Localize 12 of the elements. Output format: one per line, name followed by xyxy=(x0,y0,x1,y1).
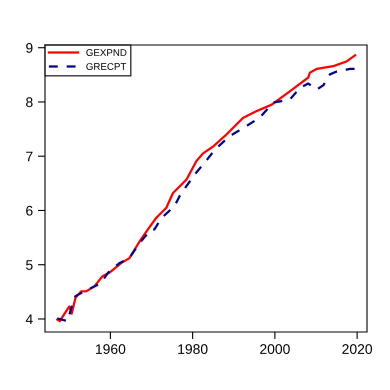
x-tick-label: 1960 xyxy=(96,344,126,354)
y-tick-label: 9 xyxy=(26,43,33,53)
y-tick-label: 5 xyxy=(26,260,33,270)
y-tick-label: 4 xyxy=(26,314,33,324)
y-tick-label: 7 xyxy=(26,152,32,162)
x-tick-label: 1980 xyxy=(178,344,208,354)
x-tick-label: 2020 xyxy=(342,344,372,354)
legend-label: GEXPND xyxy=(86,49,126,56)
x-tick-label: 2000 xyxy=(260,344,290,354)
legend-label: GRECPT xyxy=(86,63,126,70)
y-tick-label: 8 xyxy=(26,97,33,108)
y-tick-label: 6 xyxy=(26,206,33,216)
